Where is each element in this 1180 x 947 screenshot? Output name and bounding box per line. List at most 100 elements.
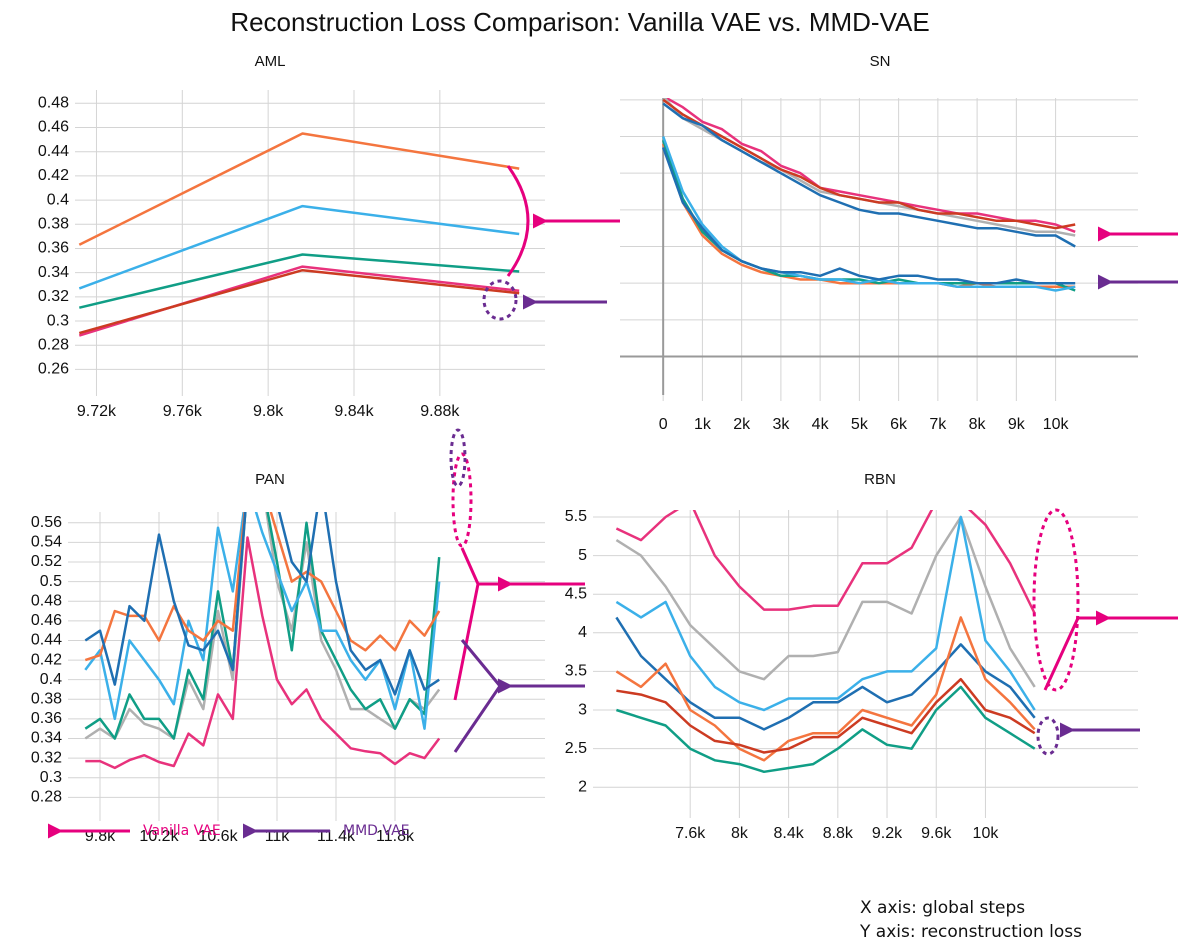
plots: AML0.260.280.30.320.340.360.380.40.420.4… xyxy=(31,53,1138,845)
y-tick-label: 0.36 xyxy=(31,710,62,727)
x-tick-label: 9.76k xyxy=(163,403,203,420)
bracket xyxy=(506,165,530,277)
y-tick-label: 0.38 xyxy=(31,691,62,708)
y-tick-label: 3 xyxy=(578,701,587,718)
subplot-title: PAN xyxy=(255,471,285,488)
series-line xyxy=(615,510,1036,615)
marker-ellipse xyxy=(1036,716,1060,756)
series-group xyxy=(78,132,520,337)
y-tick-label: 0.56 xyxy=(31,514,62,531)
y-tick-label: 3.5 xyxy=(565,663,587,680)
series-line xyxy=(615,515,1036,688)
series-line xyxy=(84,512,441,730)
series-line xyxy=(615,515,1036,712)
series-line xyxy=(615,616,1036,762)
subplot-title: RBN xyxy=(864,471,896,488)
x-tick-label: 10.6k xyxy=(198,828,238,845)
series-line xyxy=(662,136,1076,292)
x-tick-label: 9.8k xyxy=(253,403,284,420)
marker-ellipse xyxy=(449,428,467,488)
series-line xyxy=(616,685,1036,774)
subplot: PAN 0.28 0.3 0.32 0.34 0.36 0.38 0.4 0.42 0.44 0.4… xyxy=(31,471,545,845)
subplot: RBN 2 2.5 3 3.5 4 4.5 5 5.5 7.6k 8k 8.4k 8.8k 9.2k 9.6… xyxy=(565,471,1138,842)
y-tick-label: 0.34 xyxy=(31,730,62,747)
axis-note: Y axis: reconstruction loss xyxy=(859,922,1082,942)
marker-ellipse xyxy=(451,452,473,548)
subplot: AML 0.26 0.28 0.3 0.32 0.34 0.36 0.38 0.4 0.42 0.4… xyxy=(38,53,545,420)
y-tick-label: 0.4 xyxy=(40,671,62,688)
connector xyxy=(1043,616,1105,691)
y-tick-label: 0.32 xyxy=(38,288,69,305)
x-tick-label: 0 xyxy=(659,416,668,433)
series-line xyxy=(616,677,1036,754)
y-tick-label: 0.48 xyxy=(31,592,62,609)
y-tick-label: 2.5 xyxy=(565,740,587,757)
annotations xyxy=(449,165,1178,756)
y-tick-label: 0.5 xyxy=(40,573,62,590)
series-line xyxy=(663,98,1076,233)
series-line xyxy=(78,204,520,290)
connector xyxy=(453,547,500,701)
series-line xyxy=(78,265,520,337)
series-line xyxy=(78,132,520,246)
y-tick-label: 0.42 xyxy=(31,651,62,668)
x-tick-label: 6k xyxy=(890,416,908,433)
series-line xyxy=(84,512,440,696)
y-tick-label: 5.5 xyxy=(565,508,587,525)
series-line xyxy=(84,512,441,662)
x-tick-label: 10k xyxy=(1043,416,1070,433)
y-tick-label: 0.44 xyxy=(31,632,62,649)
x-tick-label: 3k xyxy=(772,416,790,433)
y-tick-label: 0.34 xyxy=(38,264,69,281)
series-group xyxy=(84,512,441,770)
x-tick-label: 8.4k xyxy=(773,825,804,842)
subplot-title: AML xyxy=(255,53,286,70)
series-line xyxy=(662,102,1076,248)
y-tick-label: 0.54 xyxy=(31,534,62,551)
y-tick-label: 0.36 xyxy=(38,240,69,257)
connector xyxy=(453,639,502,753)
y-tick-label: 0.26 xyxy=(38,361,69,378)
subplot-title: SN xyxy=(870,53,891,70)
x-tick-label: 4k xyxy=(812,416,830,433)
x-tick-label: 10k xyxy=(973,825,1000,842)
legend-label: MMD VAE xyxy=(343,823,410,839)
x-tick-label: 9.84k xyxy=(334,403,374,420)
y-tick-label: 2 xyxy=(578,779,587,796)
y-tick-label: 0.38 xyxy=(38,215,69,232)
series-group xyxy=(615,510,1036,774)
series-line xyxy=(615,616,1036,731)
y-tick-label: 0.46 xyxy=(31,612,62,629)
x-tick-label: 11.8k xyxy=(376,828,415,845)
x-tick-label: 8k xyxy=(969,416,987,433)
x-tick-label: 9.2k xyxy=(872,825,903,842)
x-tick-label: 2k xyxy=(733,416,751,433)
y-tick-label: 5 xyxy=(578,547,587,564)
series-line xyxy=(662,139,1076,292)
y-tick-label: 0.42 xyxy=(38,167,69,184)
y-tick-label: 0.48 xyxy=(38,95,69,112)
marker-ellipse xyxy=(1032,508,1080,692)
y-tick-label: 0.46 xyxy=(38,119,69,136)
x-tick-label: 9.72k xyxy=(77,403,117,420)
legend-label: Vanilla VAE xyxy=(143,823,221,839)
axis-note: X axis: global steps xyxy=(860,898,1025,918)
x-tick-label: 8k xyxy=(731,825,749,842)
x-tick-label: 7k xyxy=(929,416,947,433)
x-tick-label: 7.6k xyxy=(675,825,706,842)
x-tick-label: 8.8k xyxy=(823,825,854,842)
y-tick-label: 4 xyxy=(578,624,587,641)
y-tick-label: 0.44 xyxy=(38,143,69,160)
series-line xyxy=(78,268,520,335)
x-tick-label: 10.2k xyxy=(139,828,179,845)
x-tick-label: 9k xyxy=(1008,416,1026,433)
x-tick-label: 5k xyxy=(851,416,869,433)
legend: Vanilla VAE MMD VAE xyxy=(48,823,410,839)
series-line xyxy=(84,512,441,740)
marker-ellipse xyxy=(482,279,518,321)
series-line xyxy=(84,512,441,740)
series-line xyxy=(85,536,441,770)
series-group xyxy=(662,98,1076,292)
y-tick-label: 0.52 xyxy=(31,553,62,570)
